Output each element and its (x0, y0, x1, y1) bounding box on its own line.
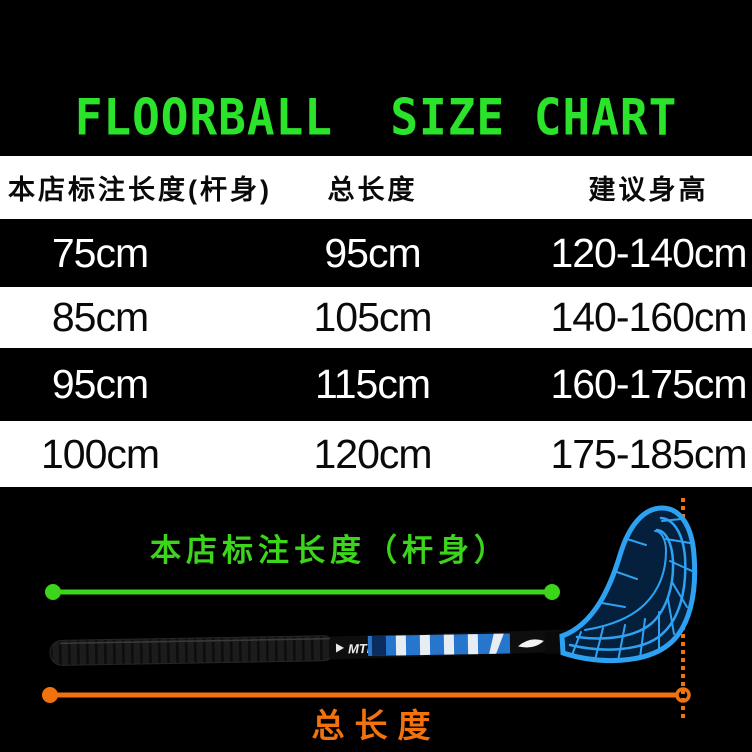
table-row: 75cm 95cm 120-140cm (0, 219, 752, 287)
total-measure-line (42, 687, 691, 703)
shaft-length-cell: 75cm (51, 229, 149, 276)
shaft-logo-swoosh (518, 639, 544, 648)
measure-endpoint-dot (42, 687, 58, 703)
shaft-length-cell: 95cm (51, 361, 149, 407)
column-header-total-length: 总长度 (327, 175, 418, 205)
shaft-length-cell: 100cm (40, 430, 160, 477)
total-length-cell: 115cm (314, 361, 431, 407)
total-length-label: 总长度 (311, 707, 441, 744)
stick-diagram-graphic: MTK (42, 498, 698, 720)
recommended-height-cell: 140-160cm (550, 294, 747, 340)
total-length-cell: 95cm (324, 229, 421, 276)
column-header-recommended-height: 建议身高 (588, 175, 709, 205)
measurement-diagram: MTK (0, 487, 752, 752)
shaft-blue-band (367, 633, 511, 656)
page-title: FLOORBALL SIZE CHART (74, 88, 678, 147)
measure-endpoint-dot (544, 584, 560, 600)
shaft-length-label: 本店标注长度（杆身） (150, 533, 510, 568)
measure-endpoint-dot (45, 584, 61, 600)
stick-grip (49, 635, 336, 666)
table-row: 85cm 105cm 140-160cm (0, 287, 752, 348)
recommended-height-cell: 120-140cm (550, 229, 747, 276)
table-row: 100cm 120cm 175-185cm (0, 421, 752, 487)
measure-endpoint-ring (675, 687, 691, 703)
table-row: 95cm 115cm 160-175cm (0, 348, 752, 421)
total-length-cell: 120cm (313, 430, 432, 477)
size-table: 本店标注长度(杆身) 总长度 建议身高 75cm 95cm 120-140cm … (0, 156, 752, 487)
title-banner: FLOORBALL SIZE CHART (0, 0, 752, 156)
shaft-length-cell: 85cm (51, 294, 149, 340)
brand-arrow-icon (335, 643, 345, 653)
table-header-row: 本店标注长度(杆身) 总长度 建议身高 (0, 156, 752, 219)
column-header-shaft-length: 本店标注长度(杆身) (8, 175, 272, 205)
floorball-stick: MTK (49, 629, 582, 666)
recommended-height-cell: 175-185cm (550, 430, 747, 477)
stick-blade (559, 505, 698, 663)
recommended-height-cell: 160-175cm (550, 361, 747, 407)
total-length-cell: 105cm (313, 294, 432, 340)
shaft-measure-line (45, 584, 560, 600)
